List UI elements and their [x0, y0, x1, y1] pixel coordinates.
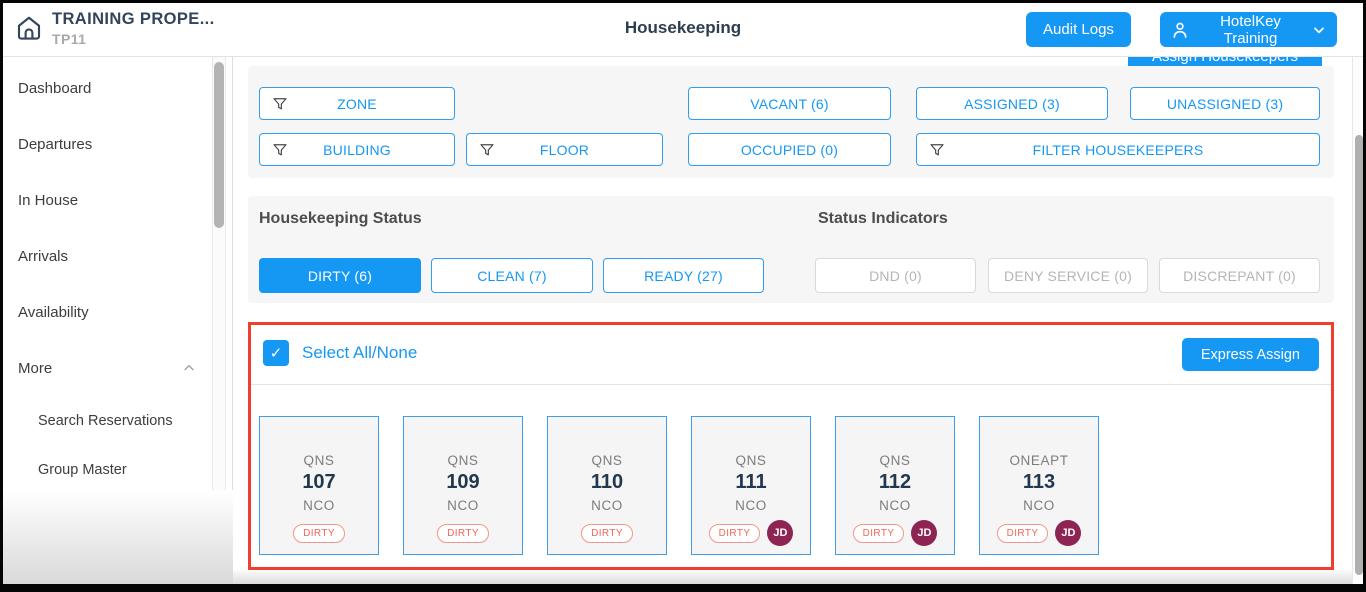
clean-status-button[interactable]: CLEAN (7) [431, 258, 593, 293]
assigned-filter-button[interactable]: ASSIGNED (3) [916, 87, 1108, 120]
sidebar-item-departures[interactable]: Departures [18, 136, 93, 153]
status-panel: Housekeeping Status Status Indicators DI… [248, 196, 1334, 303]
express-assign-button[interactable]: Express Assign [1181, 338, 1319, 371]
floor-filter-button[interactable]: FLOOR [466, 133, 663, 166]
room-card-107[interactable]: QNS 107 NCO DIRTY [259, 416, 379, 555]
main-scrollbar-thumb[interactable] [1355, 135, 1363, 575]
vacant-filter-button[interactable]: VACANT (6) [688, 87, 891, 120]
dirty-status-pill: DIRTY [581, 523, 633, 543]
room-selection-panel: ✓ Select All/None Express Assign QNS 107… [248, 322, 1334, 570]
dirty-status-pill: DIRTY [996, 523, 1049, 543]
room-type: QNS [735, 453, 767, 468]
user-menu-label: HotelKey Training [1220, 12, 1281, 47]
filter-housekeepers-button[interactable]: FILTER HOUSEKEEPERS [916, 133, 1320, 166]
deny-service-indicator-button[interactable]: DENY SERVICE (0) [988, 258, 1148, 293]
filter-housekeepers-label: FILTER HOUSEKEEPERS [1032, 141, 1204, 158]
dirty-status-pill: DIRTY [293, 523, 345, 543]
property-name: TRAINING PROPE... [52, 10, 215, 28]
dirty-status-button[interactable]: DIRTY (6) [259, 258, 421, 293]
zone-filter-button[interactable]: ZONE [259, 87, 455, 120]
zone-filter-label: ZONE [337, 95, 377, 112]
room-number: 107 [302, 471, 336, 493]
room-type: QNS [303, 453, 335, 468]
room-type: QNS [879, 453, 911, 468]
sidebar-item-in-house[interactable]: In House [18, 192, 79, 209]
person-icon [1173, 22, 1187, 38]
sidebar-item-arrivals[interactable]: Arrivals [18, 248, 69, 265]
room-card-109[interactable]: QNS 109 NCO DIRTY [403, 416, 523, 555]
dirty-status-pill: DIRTY [437, 523, 489, 543]
housekeeper-badge: JD [767, 520, 794, 546]
chevron-up-icon [184, 365, 194, 371]
room-rate-plan: NCO [735, 498, 767, 513]
room-number: 112 [878, 471, 912, 493]
housekeeping-status-heading: Housekeeping Status [259, 210, 422, 227]
room-number: 109 [446, 471, 480, 493]
sidebar-item-more-label: More [18, 360, 53, 377]
status-indicators-heading: Status Indicators [818, 210, 948, 227]
room-type: QNS [591, 453, 623, 468]
room-type: QNS [447, 453, 479, 468]
select-all-checkbox[interactable]: ✓ [263, 340, 289, 366]
property-logo[interactable]: TRAINING PROPE... TP11 [14, 10, 215, 47]
room-cards-row: QNS 107 NCO DIRTY QNS 109 NCO DIRTY QNS … [259, 416, 1099, 555]
room-card-112[interactable]: QNS 112 NCO DIRTY JD [835, 416, 955, 555]
chevron-down-icon [1314, 26, 1324, 33]
funnel-icon [930, 144, 944, 156]
dnd-indicator-button[interactable]: DND (0) [815, 258, 976, 293]
sidebar-bottom-fade [0, 490, 233, 584]
sidebar-scrollbar-thumb[interactable] [214, 62, 224, 228]
top-header: TRAINING PROPE... TP11 Housekeeping Audi… [0, 0, 1366, 57]
user-menu-button[interactable]: HotelKey Training [1160, 12, 1337, 47]
main-scrollbar-track [1352, 57, 1364, 584]
room-rate-plan: NCO [447, 498, 479, 513]
room-card-110[interactable]: QNS 110 NCO DIRTY [547, 416, 667, 555]
unassigned-filter-button[interactable]: UNASSIGNED (3) [1130, 87, 1320, 120]
building-filter-button[interactable]: BUILDING [259, 133, 455, 166]
sidebar-item-search-reservations[interactable]: Search Reservations [38, 413, 173, 429]
room-type: ONEAPT [1009, 453, 1069, 468]
sidebar-item-group-master[interactable]: Group Master [38, 462, 127, 478]
sidebar-item-availability[interactable]: Availability [18, 304, 89, 321]
discrepant-indicator-button[interactable]: DISCREPANT (0) [1159, 258, 1320, 293]
funnel-icon [273, 98, 287, 110]
property-code: TP11 [52, 31, 87, 47]
funnel-icon [273, 144, 287, 156]
room-rate-plan: NCO [591, 498, 623, 513]
sidebar-scrollbar-track [212, 57, 226, 490]
room-card-113[interactable]: ONEAPT 113 NCO DIRTY JD [979, 416, 1099, 555]
housekeeper-badge: JD [911, 520, 938, 546]
sidebar-item-more[interactable]: More [18, 360, 194, 380]
room-number: 110 [590, 471, 624, 493]
room-rate-plan: NCO [879, 498, 911, 513]
filters-panel: ZONE BUILDING FLOOR VACANT (6) ASSIGNED … [248, 66, 1334, 178]
content-bottom-fade [233, 570, 1352, 584]
home-icon [17, 16, 41, 40]
room-number: 111 [735, 471, 767, 493]
housekeeper-badge: JD [1055, 520, 1082, 546]
page-title: Housekeeping [624, 18, 742, 37]
dirty-status-pill: DIRTY [708, 523, 761, 543]
floor-filter-label: FLOOR [539, 141, 590, 158]
divider [251, 384, 1331, 385]
occupied-filter-button[interactable]: OCCUPIED (0) [688, 133, 891, 166]
building-filter-label: BUILDING [323, 141, 391, 158]
housekeeping-content: Assign Housekeepers ZONE BUILDING FLOOR … [233, 57, 1352, 584]
audit-logs-button[interactable]: Audit Logs [1026, 12, 1131, 47]
dirty-status-pill: DIRTY [852, 523, 905, 543]
room-rate-plan: NCO [1023, 498, 1055, 513]
room-number: 113 [1022, 471, 1056, 493]
ready-status-button[interactable]: READY (27) [603, 258, 764, 293]
room-rate-plan: NCO [303, 498, 335, 513]
select-all-label[interactable]: Select All/None [302, 343, 418, 362]
room-card-111[interactable]: QNS 111 NCO DIRTY JD [691, 416, 811, 555]
funnel-icon [480, 144, 494, 156]
sidebar-nav: Dashboard Departures In House Arrivals A… [0, 57, 233, 490]
sidebar-item-dashboard[interactable]: Dashboard [18, 80, 92, 97]
